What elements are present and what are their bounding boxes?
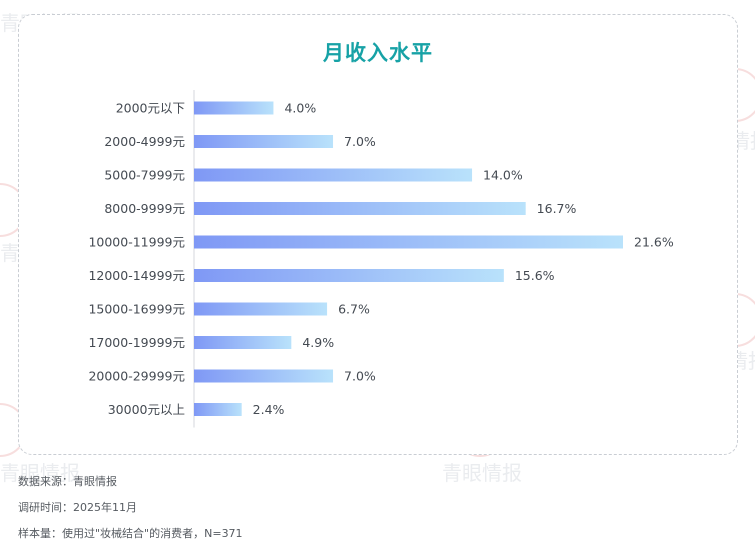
survey-time-note: 调研时间：2025年11月: [18, 501, 137, 514]
bar: [194, 202, 526, 215]
value-label: 15.6%: [515, 268, 555, 283]
value-label: 7.0%: [344, 134, 376, 149]
value-label: 4.0%: [284, 101, 316, 116]
bar: [194, 235, 623, 249]
bar: [194, 101, 274, 115]
chart-card: 月收入水平 2000元以下 4.0% 2000-4999元 7.0% 5000-7999…: [18, 14, 738, 455]
bar: [194, 168, 473, 182]
bar: [194, 269, 504, 282]
value-label: 4.9%: [302, 335, 334, 350]
bar: [194, 403, 242, 416]
source-note: 数据来源：青眼情报: [18, 475, 117, 488]
bar: [194, 336, 292, 349]
category-label: 5000-7999元: [104, 168, 185, 183]
category-label: 8000-9999元: [104, 201, 185, 216]
sample-size-note: 样本量：使用过"妆械结合"的消费者，N=371: [18, 527, 243, 540]
category-label: 20000-29999元: [88, 369, 185, 384]
value-label: 14.0%: [483, 168, 523, 183]
bar-chart: 2000元以下 4.0% 2000-4999元 7.0% 5000-7999元 14.0%…: [88, 90, 674, 428]
category-label: 30000元以上: [108, 402, 185, 417]
value-label: 6.7%: [338, 302, 370, 317]
value-label: 16.7%: [537, 201, 577, 216]
watermark-text: 青眼情报: [442, 461, 522, 485]
value-label: 2.4%: [253, 402, 285, 417]
category-label: 2000-4999元: [104, 134, 185, 149]
bar: [194, 369, 334, 383]
value-label: 21.6%: [634, 235, 674, 250]
category-label: 2000元以下: [116, 101, 185, 116]
category-label: 10000-11999元: [88, 235, 185, 250]
category-label: 17000-19999元: [88, 335, 185, 350]
value-label: 7.0%: [344, 369, 376, 384]
category-label: 12000-14999元: [88, 268, 185, 283]
bar: [194, 135, 334, 148]
bar: [194, 302, 328, 316]
chart-title: 月收入水平: [323, 41, 433, 65]
category-label: 15000-16999元: [88, 302, 185, 317]
